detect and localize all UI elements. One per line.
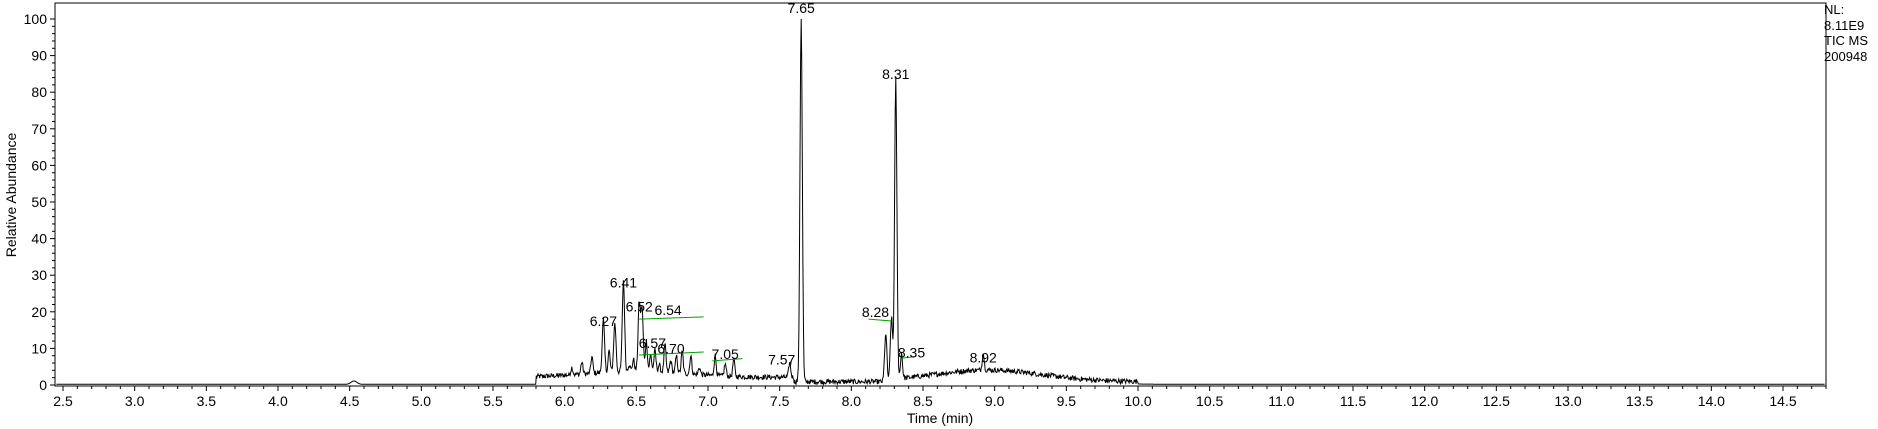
peak-label: 6.41 — [610, 275, 637, 291]
x-tick-label: 11.5 — [1340, 393, 1366, 409]
nl-value: 8.11E9 — [1824, 17, 1865, 33]
x-tick-label: 7.5 — [770, 393, 790, 409]
x-tick-label: 5.0 — [412, 393, 432, 409]
x-axis: 2.5 3.0 3.5 4.0 4.5 5.0 5.5 6.0 6.5 7.0 7.5 8.0 8.5 9… — [53, 386, 1827, 409]
x-tick-label: 10.5 — [1196, 393, 1223, 409]
x-tick-label: 13.5 — [1626, 393, 1653, 409]
y-tick-label: 10 — [31, 340, 47, 356]
baseline-segment — [639, 351, 704, 356]
peak-label: 7.65 — [788, 0, 815, 16]
peak-label: 8.31 — [882, 66, 909, 82]
peak-label: 7.57 — [768, 351, 795, 367]
baseline-segment — [868, 318, 892, 322]
y-tick-label: 90 — [31, 48, 47, 64]
y-axis-label: Relative Abundance — [3, 133, 19, 258]
peak-label: 8.92 — [970, 350, 997, 366]
x-tick-label: 3.5 — [197, 393, 217, 409]
peak-labels: 6.27 6.41 6.52 6.54 6.576.70 7.05 7.57 7.65 8.28… — [590, 0, 997, 367]
peak-label: 6.70 — [657, 341, 684, 357]
x-tick-label: 10.0 — [1124, 393, 1151, 409]
tic-trace — [56, 18, 1825, 387]
peak-label: 6.27 — [590, 313, 617, 329]
x-tick-label: 14.0 — [1698, 393, 1725, 409]
y-axis: 0 10 20 30 40 50 60 70 80 90 100 — [24, 11, 55, 393]
x-tick-label: 9.5 — [1057, 393, 1077, 409]
y-tick-label: 30 — [31, 267, 47, 283]
x-tick-label: 14.5 — [1769, 393, 1796, 409]
sample-id: 200948 — [1824, 48, 1868, 64]
x-axis-label: Time (min) — [907, 410, 973, 426]
x-tick-label: 9.0 — [985, 393, 1005, 409]
x-tick-label: 12.5 — [1483, 393, 1510, 409]
x-tick-label: 8.5 — [913, 393, 933, 409]
x-tick-label: 4.5 — [340, 393, 360, 409]
baseline-segment — [901, 355, 916, 359]
x-tick-label: 11.0 — [1268, 393, 1294, 409]
peak-label: 8.28 — [862, 304, 889, 320]
plot-frame — [54, 2, 1827, 387]
scan-type: TIC MS — [1824, 33, 1869, 48]
x-tick-label: 12.0 — [1411, 393, 1438, 409]
y-tick-label: 100 — [24, 11, 48, 27]
x-tick-label: 2.5 — [53, 393, 73, 409]
y-tick-label: 0 — [39, 377, 47, 393]
peak-label: 7.05 — [712, 346, 739, 362]
y-tick-label: 80 — [31, 84, 47, 100]
x-tick-label: 6.0 — [555, 393, 575, 409]
peak-label: 8.35 — [898, 344, 925, 360]
y-tick-label: 60 — [31, 157, 47, 173]
x-tick-label: 6.5 — [627, 393, 647, 409]
x-tick-label: 8.0 — [842, 393, 862, 409]
peak-label: 6.52 — [626, 298, 653, 314]
integration-baselines — [639, 316, 916, 362]
x-tick-label: 13.0 — [1554, 393, 1581, 409]
baseline-segment — [712, 358, 743, 362]
y-tick-label: 40 — [31, 231, 47, 247]
x-tick-label: 5.5 — [483, 393, 503, 409]
x-tick-label: 4.0 — [268, 393, 288, 409]
x-tick-label: 3.0 — [125, 393, 145, 409]
x-tick-label: 7.0 — [698, 393, 718, 409]
baseline-segment — [639, 316, 704, 320]
scan-info: NL: 8.11E9 TIC MS 200948 — [1824, 2, 1868, 64]
nl-label: NL: — [1824, 2, 1845, 17]
y-tick-label: 20 — [31, 304, 47, 320]
peak-label: 6.57 — [639, 335, 666, 351]
y-tick-label: 70 — [31, 121, 47, 137]
y-tick-label: 50 — [31, 194, 47, 210]
peak-label: 6.54 — [654, 302, 681, 318]
